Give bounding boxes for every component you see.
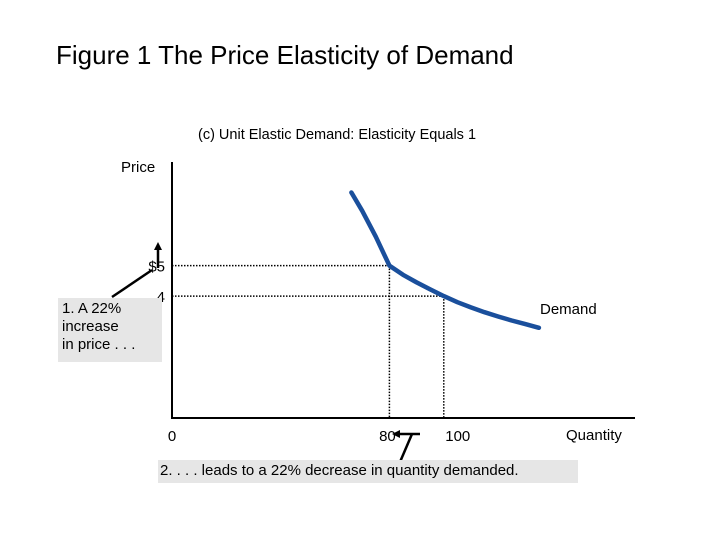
y-tick-label-5: $5 — [148, 259, 165, 276]
quantity-decrease-annotation: 2. . . . leads to a 22% decrease in quan… — [158, 460, 578, 483]
x-tick-label-0: 0 — [168, 428, 176, 445]
chart-title: (c) Unit Elastic Demand: Elasticity Equa… — [198, 127, 477, 143]
quantity-arrow — [398, 433, 414, 463]
demand-curve — [349, 190, 542, 331]
x-tick-label-100: 100 — [445, 428, 470, 445]
x-tick-label-80: 80 — [379, 428, 396, 445]
price-arrow — [111, 268, 153, 299]
figure-title: Figure 1 The Price Elasticity of Demand — [56, 40, 514, 70]
price-increase-line-3: in price . . . — [62, 336, 136, 353]
y-tick-label-4: 4 — [157, 289, 165, 306]
price-increase-line-2: increase — [62, 318, 119, 335]
demand-curve-label: Demand — [540, 301, 597, 318]
price-increase-annotation: 1. A 22% increase in price . . . — [58, 298, 162, 362]
price-increase-line-1: 1. A 22% — [62, 300, 122, 317]
y-axis-label: Price — [121, 159, 155, 176]
x-axis-label: Quantity — [566, 427, 622, 444]
